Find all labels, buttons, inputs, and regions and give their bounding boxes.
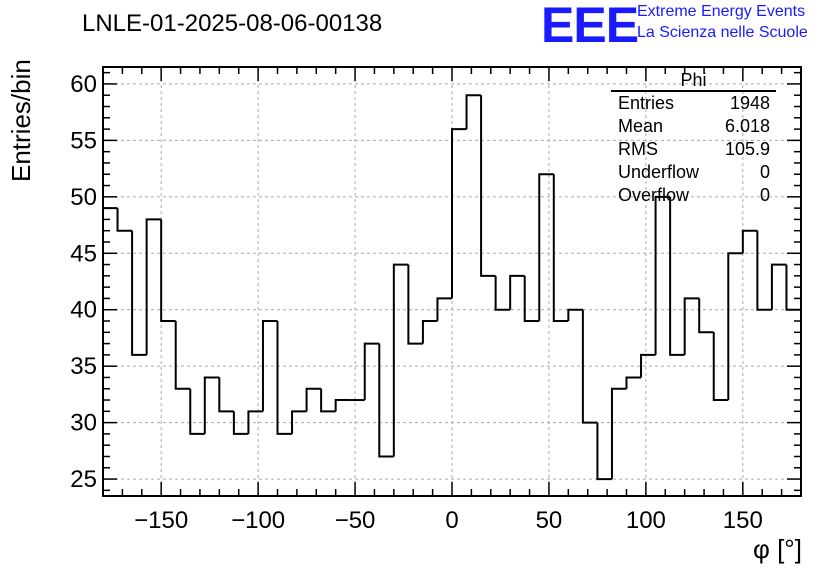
histogram-bin <box>698 298 714 334</box>
stats-row-overflow: Overflow 0 <box>611 184 776 207</box>
histogram-bin <box>581 309 598 424</box>
histogram-bin <box>654 195 671 355</box>
histogram-bin <box>174 321 191 390</box>
stats-value: 1948 <box>729 93 770 113</box>
stats-row-mean: Mean 6.018 <box>611 115 776 138</box>
histogram-bin <box>320 388 336 413</box>
histogram-bin <box>465 94 482 130</box>
x-tick-label: 100 <box>626 507 666 534</box>
x-tick-label: −50 <box>335 507 376 534</box>
histogram-bin <box>261 320 278 412</box>
logo-caption-1: Extreme Energy Events <box>637 3 806 20</box>
y-tick-label: 50 <box>70 184 97 211</box>
histogram-bin <box>436 297 452 322</box>
histogram-bin <box>276 321 293 435</box>
y-tick-label: 30 <box>70 410 97 437</box>
histogram-bin <box>494 275 511 311</box>
stats-value: 6.018 <box>724 116 770 136</box>
histogram-bin <box>334 399 351 412</box>
histogram-bin <box>247 410 263 434</box>
stats-label: Overflow <box>618 185 690 205</box>
histogram-bin <box>392 263 409 457</box>
y-tick-label: 40 <box>70 297 97 324</box>
histogram-bin <box>232 411 249 435</box>
histogram-bin <box>669 196 685 356</box>
histogram-bin <box>305 387 322 412</box>
stats-box: Phi Entries 1948 Mean 6.018 RMS 105.9 Un… <box>611 70 776 207</box>
stats-title: Phi <box>611 70 776 92</box>
y-tick-label: 55 <box>70 127 97 154</box>
chart-title: LNLE-01-2025-08-06-00138 <box>82 10 383 37</box>
histogram-bin <box>189 388 205 435</box>
x-tick-label: 150 <box>723 507 763 534</box>
histogram-bin <box>145 218 162 355</box>
stats-value: 0 <box>759 162 770 182</box>
histogram-bin <box>625 376 642 389</box>
x-tick-label: −150 <box>134 507 188 534</box>
histogram-bin <box>567 308 583 322</box>
histogram-bin <box>116 208 133 232</box>
histogram-bin <box>552 174 569 323</box>
histogram-bin <box>610 387 627 480</box>
histogram-bin <box>160 219 176 323</box>
x-tick-label: 50 <box>536 507 563 534</box>
histogram-bin <box>770 263 787 310</box>
y-axis-label: Entries/bin <box>6 59 36 182</box>
histogram-bin <box>727 252 743 401</box>
x-tick-label: 0 <box>445 507 458 534</box>
histogram-bin <box>741 229 758 254</box>
stats-value: 105.9 <box>724 139 770 159</box>
stats-value: 0 <box>759 185 770 205</box>
histogram-bin <box>203 376 220 434</box>
stats-row-underflow: Underflow 0 <box>611 161 776 184</box>
stats-label: Mean <box>618 116 664 136</box>
eee-logo: EEE <box>541 0 639 53</box>
x-tick-label: −100 <box>231 507 285 534</box>
histogram-bin <box>509 274 525 310</box>
axes-layer: −150 −100 −50 0 50 100 150 25 30 35 40 45 50 55 60 <box>70 66 802 534</box>
stats-label: Underflow <box>618 162 700 182</box>
y-tick-label: 25 <box>70 466 97 493</box>
histogram-bin <box>596 422 612 481</box>
y-tick-label: 45 <box>70 240 97 267</box>
stats-label: Entries <box>618 93 675 113</box>
histogram-bin <box>291 410 307 434</box>
histogram-bin <box>683 297 700 355</box>
stats-row-rms: RMS 105.9 <box>611 138 776 161</box>
histogram-bin <box>421 320 438 344</box>
histogram-bin <box>640 353 656 378</box>
y-tick-label: 60 <box>70 71 97 98</box>
histogram-bin <box>131 230 147 356</box>
logo-caption-2: La Scienza nelle Scuole <box>637 24 808 41</box>
histogram-bin <box>451 128 467 299</box>
histogram-bin <box>756 230 772 311</box>
histogram-bin <box>378 343 394 458</box>
histogram-bin <box>102 207 118 496</box>
histogram-bin <box>538 173 554 322</box>
histogram-bin <box>523 275 540 323</box>
histogram-bin <box>363 342 380 401</box>
histogram-bin <box>407 264 423 345</box>
histogram-bin <box>712 332 729 402</box>
stats-label: RMS <box>618 139 658 159</box>
y-tick-label: 35 <box>70 353 97 380</box>
histogram-bin <box>218 377 234 413</box>
stats-row-entries: Entries 1948 <box>611 92 776 115</box>
histogram-bin <box>480 95 496 277</box>
x-axis-label: φ [°] <box>753 534 802 564</box>
